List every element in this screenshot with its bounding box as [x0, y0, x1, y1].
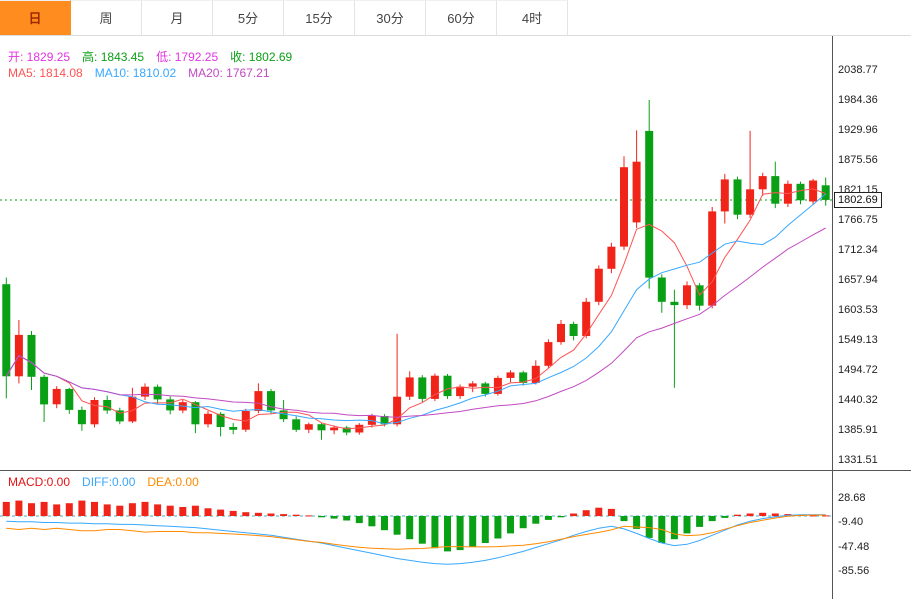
- axis-tick-label: 1603.53: [838, 303, 878, 316]
- readout-item: MA20: 1767.21: [188, 66, 270, 80]
- readout-item: MACD:0.00: [8, 475, 71, 489]
- timeframe-toolbar: 日周月 5分 15分 30分 60分 4时: [0, 0, 911, 36]
- axis-tick-label: 1984.36: [838, 93, 878, 106]
- readout-item: 收: 1802.69: [230, 50, 293, 64]
- readout-item: MA10: 1810.02: [94, 66, 177, 80]
- timeframe-tab-15分[interactable]: 15分: [284, 0, 355, 35]
- axis-separator: [832, 36, 833, 599]
- main-chart-region: 开: 1829.25 高: 1843.45 低: 1792.25 收: 1802.69…: [0, 36, 911, 470]
- timeframe-tab-4时[interactable]: 4时: [497, 0, 568, 35]
- macd-chart[interactable]: [0, 471, 832, 599]
- axis-tick-label: 1929.96: [838, 123, 878, 136]
- axis-tick-label: 28.68: [838, 491, 866, 504]
- axis-tick-label: 1440.32: [838, 393, 878, 406]
- axis-tick-label: 1875.56: [838, 153, 878, 166]
- macd-readout: MACD:0.00 DIFF:0.00 DEA:0.00: [8, 475, 211, 489]
- readout-item: MA5: 1814.08: [8, 66, 83, 80]
- macd-region: MACD:0.00 DIFF:0.00 DEA:0.00 28.68 -9.40 -47…: [0, 471, 911, 599]
- ohlc-readout: 开: 1829.25 高: 1843.45 低: 1792.25 收: 1802.69: [8, 48, 304, 65]
- axis-tick-label: 1657.94: [838, 273, 878, 286]
- axis-tick-label: 1766.75: [838, 213, 878, 226]
- timeframe-tab-周[interactable]: 周: [71, 0, 142, 35]
- axis-tick-label: 1331.51: [838, 453, 878, 466]
- readout-item: 低: 1792.25: [156, 50, 219, 64]
- pane-divider: [0, 470, 911, 471]
- timeframe-tab-月[interactable]: 月: [142, 0, 213, 35]
- axis-tick-label: 2038.77: [838, 63, 878, 76]
- timeframe-tab-5分[interactable]: 5分: [213, 0, 284, 35]
- timeframe-tab-30分[interactable]: 30分: [355, 0, 426, 35]
- axis-tick-label: -47.48: [838, 540, 870, 553]
- axis-tick-label: 1494.72: [838, 363, 878, 376]
- timeframe-tab-60分[interactable]: 60分: [426, 0, 497, 35]
- readout-item: 开: 1829.25: [8, 50, 71, 64]
- current-price-tag: 1802.69: [834, 191, 882, 208]
- readout-item: DIFF:0.00: [82, 475, 136, 489]
- axis-tick-label: -85.56: [838, 565, 870, 578]
- axis-tick-label: 1712.34: [838, 243, 878, 256]
- axis-tick-label: -9.40: [838, 516, 864, 529]
- timeframe-tab-日[interactable]: 日: [0, 0, 71, 35]
- ma-readout: MA5: 1814.08 MA10: 1810.02 MA20: 1767.21: [8, 66, 282, 80]
- readout-item: 高: 1843.45: [82, 50, 145, 64]
- axis-tick-label: 1385.91: [838, 423, 878, 436]
- readout-item: DEA:0.00: [147, 475, 199, 489]
- axis-tick-label: 1549.13: [838, 333, 878, 346]
- candlestick-chart[interactable]: [0, 36, 832, 470]
